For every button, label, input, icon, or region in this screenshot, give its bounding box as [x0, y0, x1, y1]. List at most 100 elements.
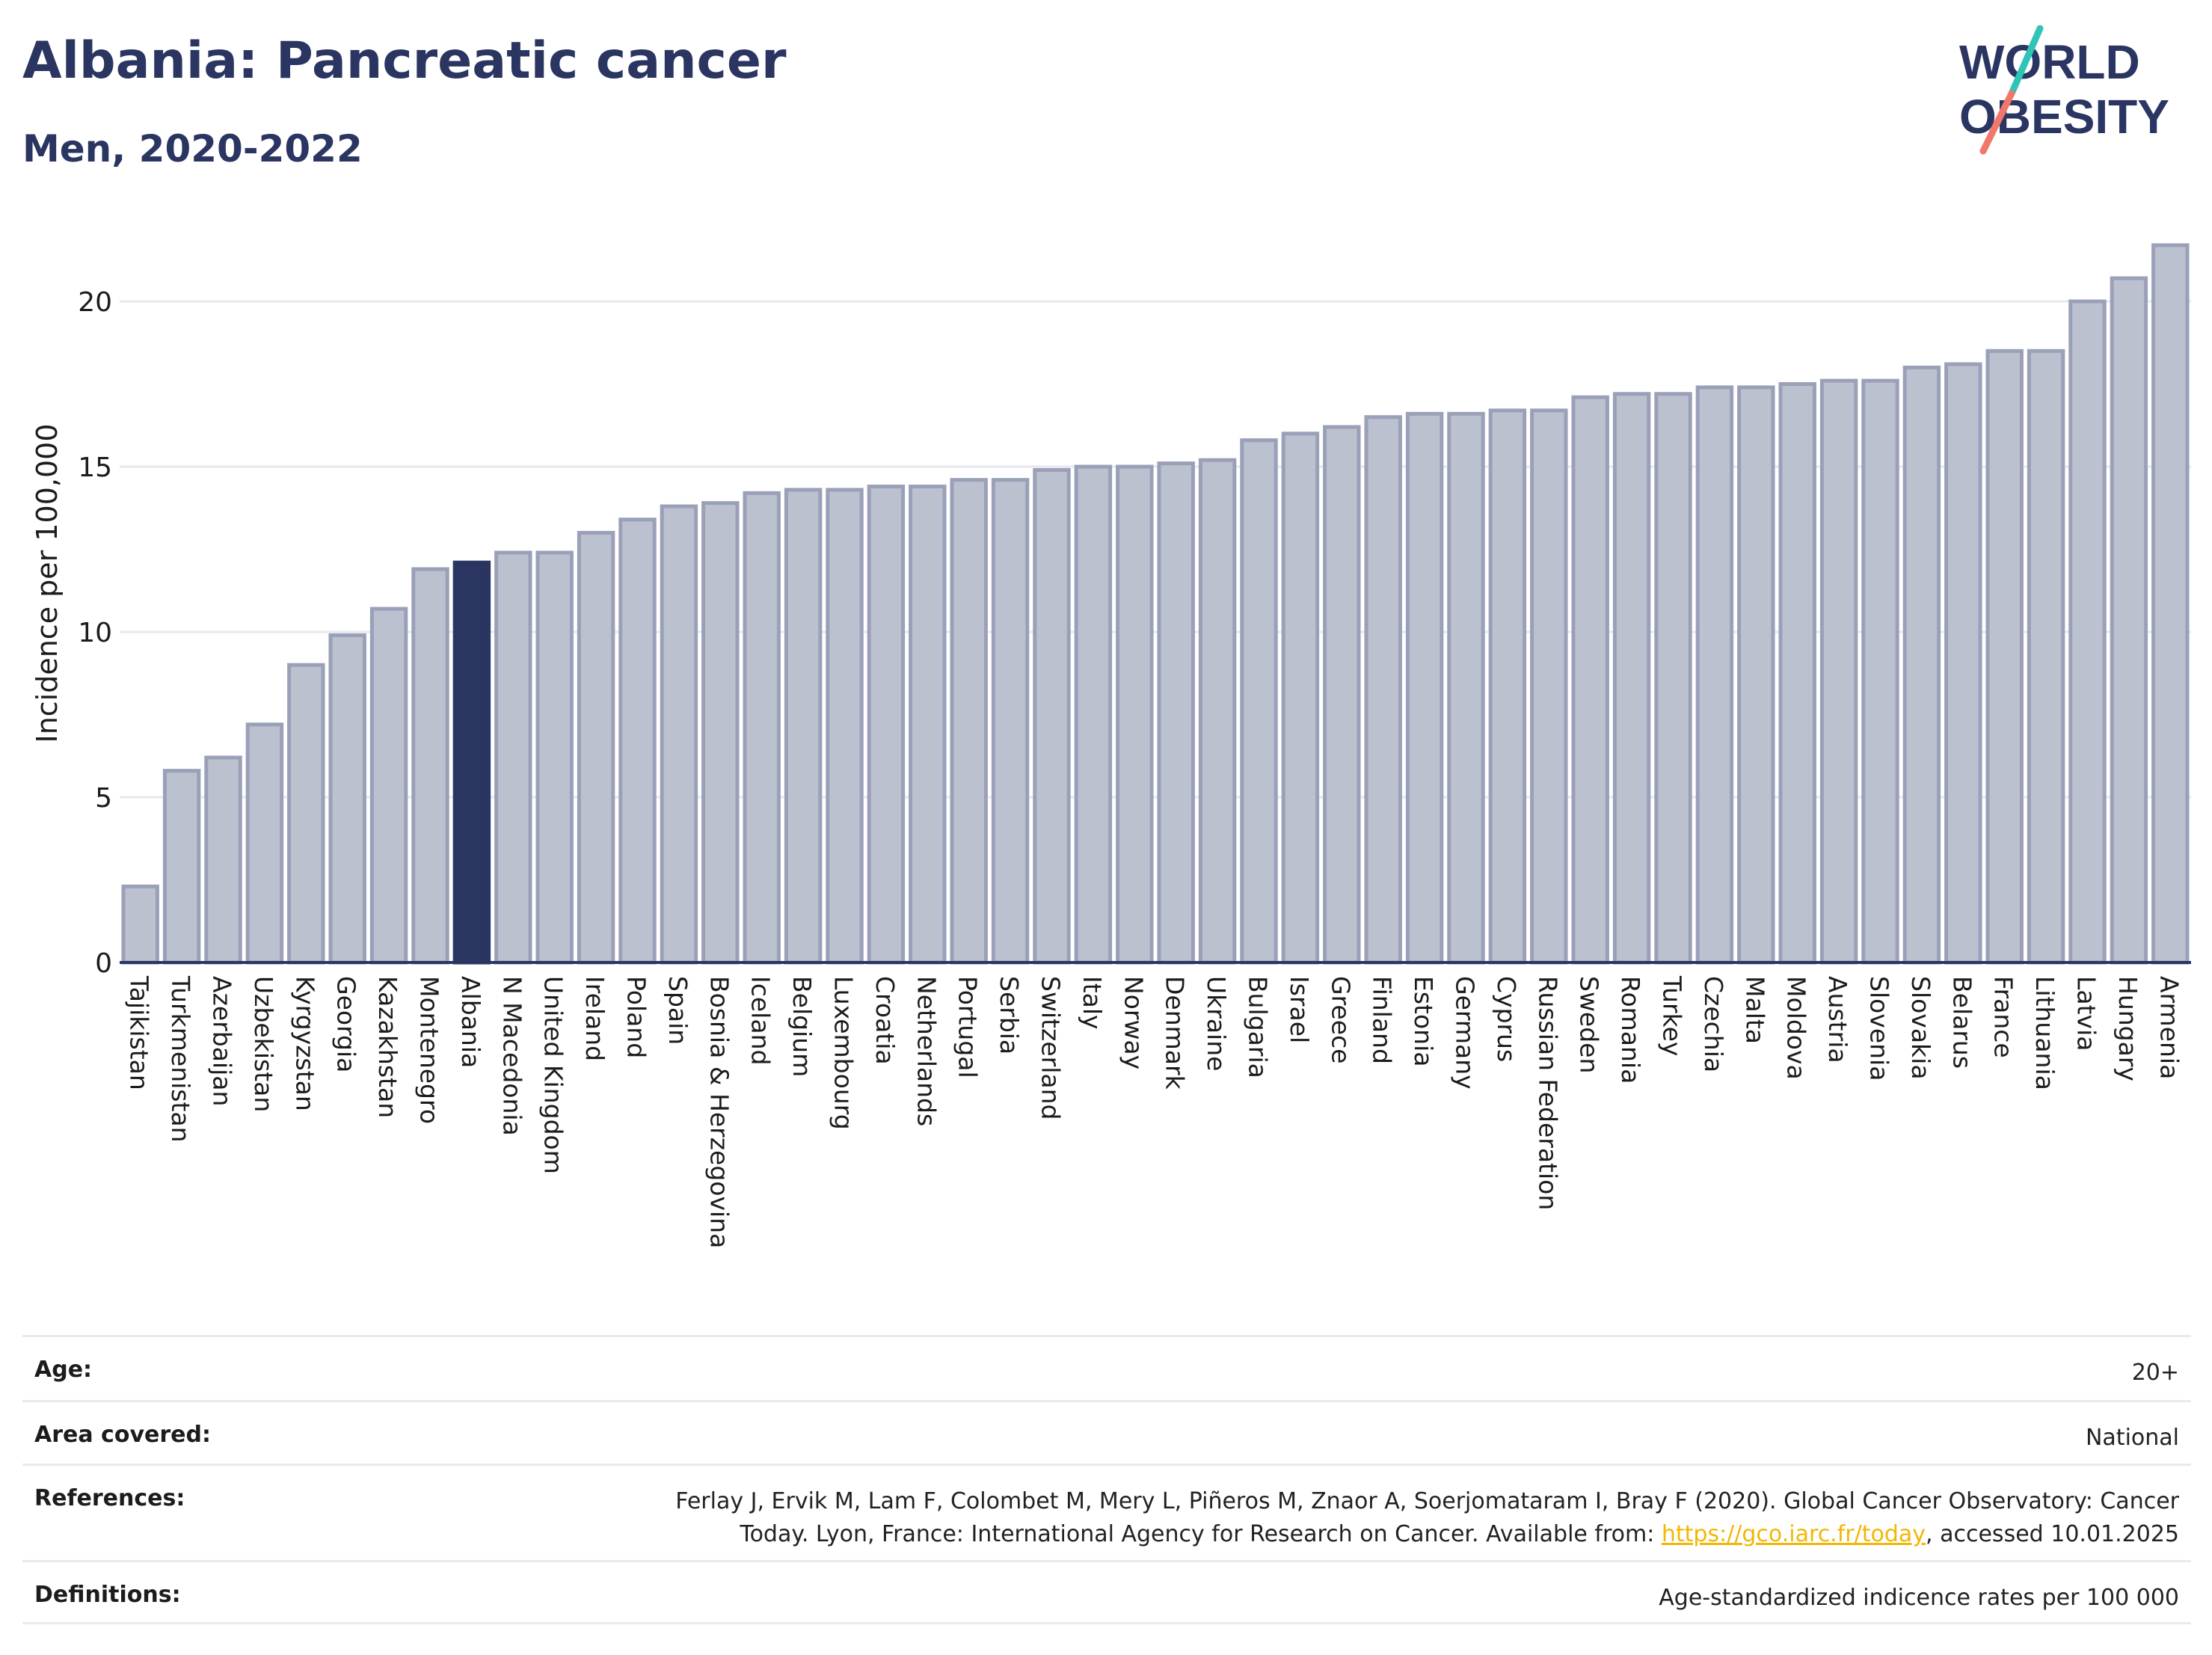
bar-italy — [1074, 464, 1113, 965]
x-tick-label: Switzerland — [1036, 976, 1066, 1120]
x-tick-label: Kyrgyzstan — [290, 976, 319, 1111]
info-table: Age: 20+ Area covered: National Referenc… — [22, 1335, 2191, 1624]
x-tick-label: Ukraine — [1202, 976, 1231, 1071]
y-tick-label: 20 — [78, 287, 112, 318]
y-tick-label: 5 — [95, 783, 112, 814]
bar-france — [1985, 348, 2024, 965]
bar-armenia — [2151, 243, 2190, 965]
x-tick-label: Bosnia & Herzegovina — [704, 976, 734, 1248]
bar-portugal — [950, 478, 988, 965]
logo-slash-coral — [1979, 90, 2015, 155]
x-tick-label: Armenia — [2154, 976, 2184, 1079]
bar-slovenia — [1861, 378, 1899, 965]
x-tick-label: Kazakhstan — [373, 976, 402, 1118]
bar-moldova — [1778, 382, 1816, 965]
bar-kazakhstan — [369, 607, 408, 965]
x-tick-label: Romania — [1616, 976, 1645, 1084]
bar-georgia — [328, 633, 366, 965]
info-row-area: Area covered: National — [22, 1400, 2191, 1464]
age-value: 20+ — [2131, 1360, 2179, 1386]
y-axis-label: Incidence per 100,000 — [31, 423, 64, 743]
references-line1: Ferlay J, Ervik M, Lam F, Colombet M, Me… — [675, 1488, 2179, 1514]
bar-romania — [1612, 392, 1651, 965]
bar-iceland — [743, 491, 781, 965]
bar-united-kingdom — [535, 550, 574, 965]
x-tick-label: Iceland — [746, 976, 775, 1065]
bar-poland — [618, 518, 657, 965]
y-tick-label: 0 — [95, 948, 112, 979]
area-value: National — [2085, 1425, 2179, 1451]
x-tick-label: Israel — [1285, 976, 1314, 1043]
x-tick-label: Slovenia — [1865, 976, 1894, 1081]
definitions-value: Age-standardized indicence rates per 100… — [1659, 1585, 2179, 1611]
bar-ireland — [577, 530, 615, 965]
bar-belarus — [1944, 362, 1982, 965]
bar-kyrgyzstan — [287, 663, 325, 965]
bar-n-macedonia — [494, 550, 532, 965]
references-link[interactable]: https://gco.iarc.fr/today — [1661, 1521, 1926, 1547]
x-tick-label: Croatia — [870, 976, 900, 1065]
bar-netherlands — [909, 485, 947, 965]
x-tick-label: Tajikistan — [125, 975, 154, 1090]
info-row-references: References: Ferlay J, Ervik M, Lam F, Co… — [22, 1464, 2191, 1560]
x-tick-label: Lithuania — [2030, 976, 2059, 1090]
x-tick-label: Bulgaria — [1244, 976, 1273, 1078]
info-row-age: Age: 20+ — [22, 1335, 2191, 1400]
y-tick-label: 10 — [78, 618, 112, 648]
x-tick-label: Slovakia — [1906, 976, 1935, 1080]
bar-uzbekistan — [245, 722, 284, 965]
axes: 0 5 10 15 20 Tajikistan Turkmenistan Azerbaijan… — [78, 287, 2191, 1248]
bar-russian-federation — [1530, 408, 1568, 965]
x-tick-label: Serbia — [995, 976, 1024, 1054]
bar-austria — [1819, 378, 1858, 965]
x-tick-label: Czechia — [1699, 976, 1728, 1072]
bar-germany — [1447, 411, 1485, 965]
x-tick-label: Uzbekistan — [249, 976, 278, 1112]
references-label: References: — [34, 1485, 185, 1511]
x-tick-label: Moldova — [1782, 976, 1811, 1080]
bar-cyprus — [1488, 408, 1527, 965]
x-tick-label: Cyprus — [1492, 976, 1521, 1062]
x-tick-label: Estonia — [1409, 976, 1438, 1066]
bar-turkmenistan — [162, 769, 201, 965]
references-value: Ferlay J, Ervik M, Lam F, Colombet M, Me… — [675, 1485, 2179, 1551]
x-tick-label: Belgium — [787, 976, 817, 1077]
bar-spain — [660, 504, 698, 965]
bar-albania — [452, 560, 491, 965]
age-label: Age: — [34, 1357, 93, 1383]
bar-malta — [1737, 385, 1775, 965]
x-tick-label: Germany — [1451, 976, 1480, 1090]
bar-lithuania — [2027, 348, 2065, 965]
bar-greece — [1323, 425, 1361, 965]
x-tick-label: Denmark — [1161, 976, 1190, 1090]
x-tick-label: Finland — [1368, 976, 1397, 1064]
bar-norway — [1116, 464, 1154, 965]
y-tick-label: 15 — [78, 452, 112, 483]
bar-serbia — [991, 478, 1030, 965]
references-accessed: , accessed 10.01.2025 — [1926, 1521, 2179, 1547]
x-tick-label: Poland — [622, 976, 651, 1058]
x-tick-label: Turkmenistan — [166, 975, 195, 1143]
bars — [121, 243, 2190, 965]
x-tick-label: Georgia — [332, 976, 361, 1072]
area-label: Area covered: — [34, 1422, 211, 1448]
bar-slovakia — [1902, 365, 1941, 965]
chart-title: Albania: Pancreatic cancer — [22, 31, 787, 90]
x-tick-label: Greece — [1326, 976, 1355, 1063]
bar-croatia — [867, 485, 906, 965]
info-row-definitions: Definitions: Age-standardized indicence … — [22, 1560, 2191, 1624]
bar-montenegro — [411, 567, 449, 965]
x-tick-label: Latvia — [2072, 976, 2101, 1051]
bar-tajikistan — [121, 884, 159, 965]
x-tick-label: N Macedonia — [497, 976, 526, 1136]
x-tick-label: Albania — [456, 976, 485, 1068]
bar-hungary — [2110, 276, 2148, 965]
x-tick-label: Portugal — [953, 976, 983, 1078]
bar-czechia — [1695, 385, 1734, 965]
x-tick-label: Norway — [1119, 976, 1148, 1069]
bar-sweden — [1571, 395, 1609, 965]
x-tick-label: Montenegro — [415, 976, 444, 1124]
logo-slash-teal — [2008, 25, 2044, 97]
world-obesity-logo: WORLD OBESITY — [1959, 25, 2169, 155]
bar-denmark — [1157, 461, 1195, 965]
